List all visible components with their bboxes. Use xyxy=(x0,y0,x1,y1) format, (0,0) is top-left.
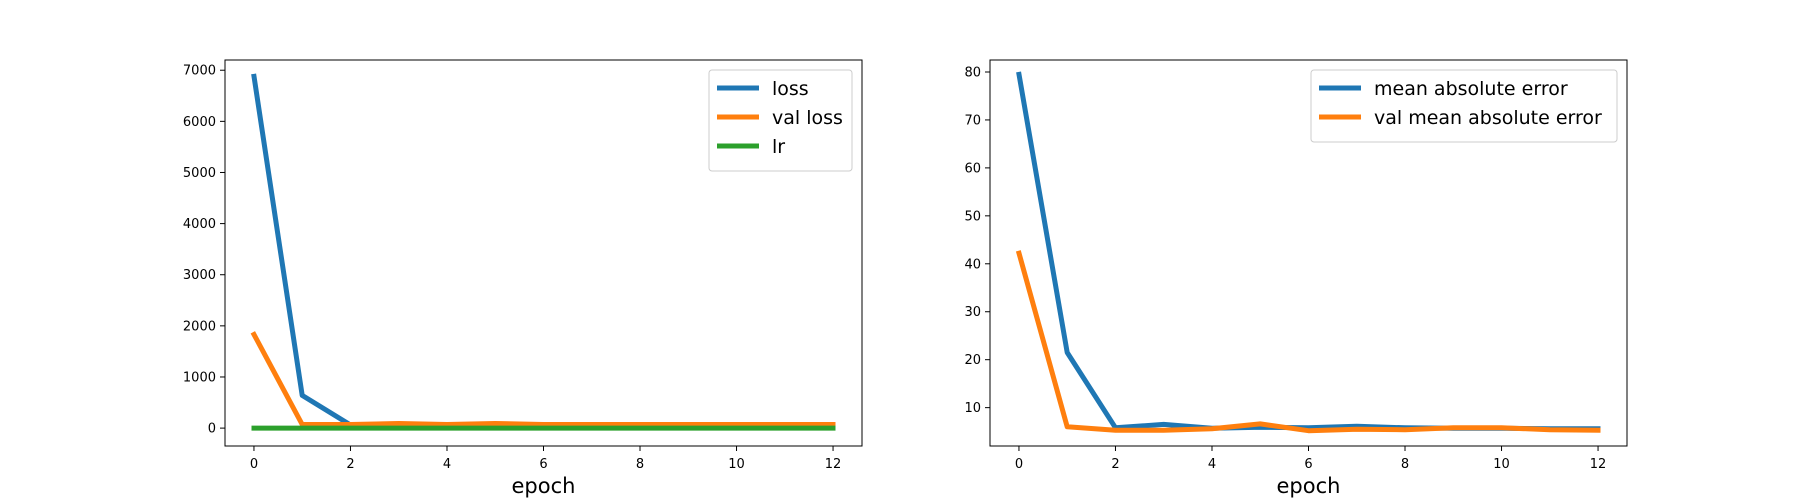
y-tick-label: 30 xyxy=(964,305,981,320)
x-tick-label: 8 xyxy=(636,457,644,472)
x-tick-label: 6 xyxy=(1304,457,1312,472)
x-tick-label: 12 xyxy=(1590,457,1607,472)
loss-chart: 0 2 4 6 8 10 12 0 1000 2000 3000 4000 5000 6000 7000 ep… xyxy=(183,59,863,498)
x-tick-label: 10 xyxy=(1493,457,1510,472)
x-tick-label: 2 xyxy=(346,457,354,472)
x-tick-label: 4 xyxy=(443,457,451,472)
mae-chart: 0 2 4 6 8 10 12 10 20 30 40 50 60 70 80 epoch mean absol… xyxy=(964,59,1628,498)
legend-label: loss xyxy=(772,78,809,100)
y-tick-label: 40 xyxy=(964,257,981,272)
legend-label: val loss xyxy=(772,107,843,129)
legend-label: mean absolute error xyxy=(1374,78,1568,100)
y-tick-label: 60 xyxy=(964,161,981,176)
x-tick-label: 6 xyxy=(539,457,547,472)
y-tick-label: 50 xyxy=(964,209,981,224)
x-tick-label: 12 xyxy=(825,457,842,472)
legend-label: val mean absolute error xyxy=(1374,107,1602,129)
x-tick-label: 2 xyxy=(1111,457,1119,472)
x-axis-label: epoch xyxy=(512,474,576,498)
x-axis-label: epoch xyxy=(1277,474,1341,498)
x-tick-label: 4 xyxy=(1208,457,1216,472)
legend-box xyxy=(1310,69,1618,143)
y-tick-label: 0 xyxy=(208,422,216,437)
x-tick-label: 10 xyxy=(728,457,745,472)
y-tick-label: 4000 xyxy=(183,217,216,232)
y-tick-label: 6000 xyxy=(183,115,216,130)
legend: mean absolute error val mean absolute err… xyxy=(1310,69,1618,143)
x-tick-label: 8 xyxy=(1401,457,1409,472)
y-tick-label: 2000 xyxy=(183,319,216,334)
y-tick-label: 7000 xyxy=(183,64,216,79)
x-tick-label: 0 xyxy=(1015,457,1023,472)
legend: loss val loss lr xyxy=(708,69,853,172)
legend-label: lr xyxy=(772,136,785,158)
y-tick-label: 3000 xyxy=(183,268,216,283)
y-tick-label: 70 xyxy=(964,113,981,128)
y-tick-label: 5000 xyxy=(183,166,216,181)
series-line-val-loss xyxy=(250,331,836,427)
y-tick-label: 80 xyxy=(964,65,981,80)
series-line-val-mean-absolute-error xyxy=(1015,250,1601,434)
y-tick-label: 1000 xyxy=(183,370,216,385)
x-tick-label: 0 xyxy=(250,457,258,472)
y-tick-label: 10 xyxy=(964,401,981,416)
y-tick-label: 20 xyxy=(964,353,981,368)
